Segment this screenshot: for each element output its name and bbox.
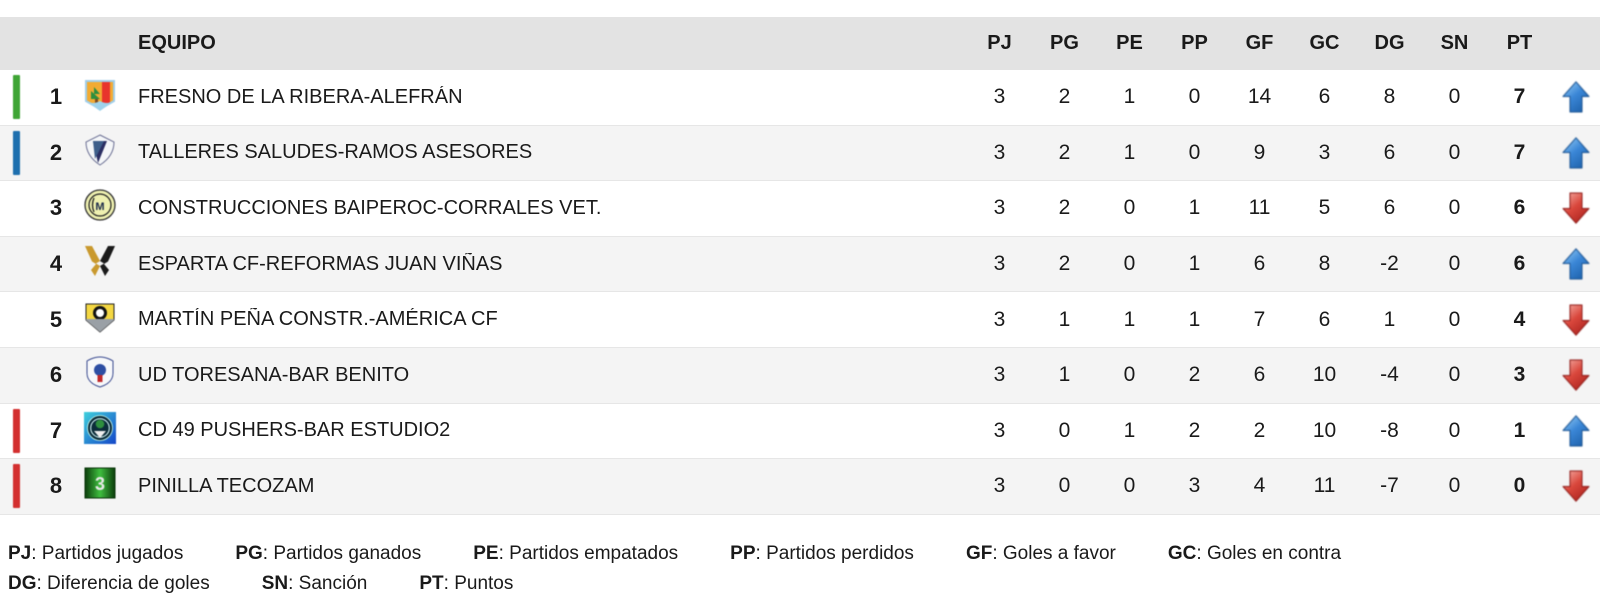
svg-text:3: 3 (95, 474, 105, 494)
svg-text:M: M (95, 201, 104, 213)
